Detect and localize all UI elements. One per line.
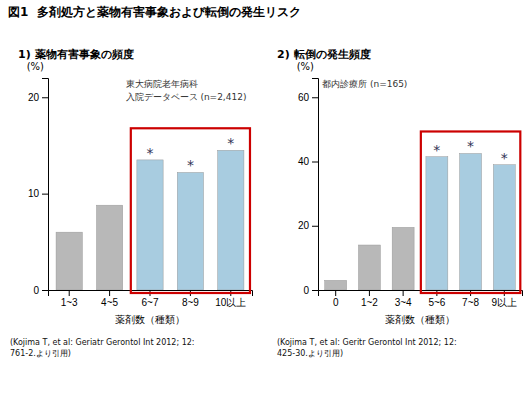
x-tick-mark xyxy=(403,290,404,296)
bar xyxy=(137,160,163,290)
source: (Kojima T, et al: Geriatr Gerontol Int 2… xyxy=(10,338,195,358)
subtitle: 1) 薬物有害事象の頻度 xyxy=(18,48,134,61)
y-axis-line xyxy=(312,79,319,291)
y-tick-mark xyxy=(42,290,48,291)
bar xyxy=(426,157,448,290)
x-tick-label: 3~4 xyxy=(395,297,412,308)
bar xyxy=(460,153,482,290)
y-tick-mark xyxy=(312,290,318,291)
y-tick: 60 xyxy=(298,92,318,103)
x-tick-label: 10以上 xyxy=(215,297,246,308)
x-tick-label: 4~5 xyxy=(101,297,118,308)
x-tick-label: 9以上 xyxy=(492,297,518,308)
bar xyxy=(177,172,203,290)
asterisk: * xyxy=(433,142,440,158)
y-axis: 0 20 40 60 xyxy=(298,79,319,296)
y-axis-line xyxy=(42,79,49,291)
x-tick-mark xyxy=(109,290,110,296)
y-axis-title: (%) xyxy=(297,61,314,72)
y-tick-label: 60 xyxy=(298,92,310,103)
source: (Kojima T, et al: Geritr Gerontol Int 20… xyxy=(277,338,457,358)
figure-title: 図1 多剤処方と薬物有害事象および転倒の発生リスク xyxy=(8,5,301,19)
x-tick: 3~4 xyxy=(395,290,412,308)
y-tick: 10 xyxy=(28,188,48,199)
bar xyxy=(493,165,515,290)
y-tick: 40 xyxy=(298,156,318,167)
bar xyxy=(96,205,122,290)
y-tick-label: 0 xyxy=(33,285,39,296)
highlight-box xyxy=(421,131,520,293)
bars xyxy=(56,150,244,290)
highlight-box xyxy=(131,128,250,293)
y-tick: 20 xyxy=(298,220,318,231)
x-tick: 1~2 xyxy=(361,290,378,308)
x-tick-label: 8~9 xyxy=(182,297,199,308)
bar xyxy=(358,245,380,290)
x-tick: 4~5 xyxy=(101,290,118,308)
y-tick-mark xyxy=(42,97,48,98)
x-tick-mark xyxy=(335,290,336,296)
bar xyxy=(392,227,414,290)
asterisk: * xyxy=(147,145,154,161)
x-axis-title: 薬剤数（種類） xyxy=(385,314,455,325)
annotation: 東大病院老年病科 xyxy=(126,79,198,89)
figure: 図1 多剤処方と薬物有害事象および転倒の発生リスク 1) 薬物有害事象の頻度 1~3… xyxy=(0,0,532,395)
x-tick-label: 7~8 xyxy=(462,297,479,308)
x-axis-title: 薬剤数（種類） xyxy=(115,314,185,325)
y-tick-label: 20 xyxy=(298,220,310,231)
subtitle: 2) 転倒の発生頻度 xyxy=(277,48,371,61)
y-tick-mark xyxy=(42,194,48,195)
y-tick-mark xyxy=(312,162,318,163)
x-tick-label: 1~3 xyxy=(61,297,78,308)
x-tick-label: 1~2 xyxy=(361,297,378,308)
bar xyxy=(325,280,347,290)
y-tick-mark xyxy=(312,97,318,98)
y-axis-title: (%) xyxy=(27,61,44,72)
asterisk: * xyxy=(187,157,194,173)
annotation: 都内診療所 (n=165) xyxy=(322,79,407,89)
asterisk: * xyxy=(467,138,474,154)
y-tick: 0 xyxy=(33,285,48,296)
y-tick-label: 40 xyxy=(298,156,310,167)
asterisk: * xyxy=(227,135,234,151)
x-tick-label: 5~6 xyxy=(428,297,445,308)
x-tick-mark xyxy=(369,290,370,296)
y-tick-label: 20 xyxy=(28,92,40,103)
annotation: 入院データベース (n=2,412) xyxy=(126,92,247,102)
y-axis: 0 10 20 xyxy=(28,79,49,296)
y-tick-label: 10 xyxy=(28,188,40,199)
y-tick-label: 0 xyxy=(303,285,309,296)
x-tick-label: 6~7 xyxy=(142,297,159,308)
chart: 2) 転倒の発生頻度 0 1~2 3~4 5~6 7~8 9以上 0 20 40 60 薬剤数（種類）… xyxy=(277,48,523,358)
bar xyxy=(56,232,82,290)
x-tick-label: 0 xyxy=(333,297,339,308)
x-tick: 0 xyxy=(333,290,339,308)
x-tick: 1~3 xyxy=(61,290,78,308)
asterisk: * xyxy=(501,150,508,166)
chart: 1) 薬物有害事象の頻度 1~3 4~5 6~7 8~9 10以上 0 10 20 薬剤数（種類）… xyxy=(10,48,253,358)
y-tick-mark xyxy=(312,226,318,227)
y-tick: 0 xyxy=(303,285,318,296)
bar xyxy=(218,150,244,290)
x-tick-mark xyxy=(69,290,70,296)
y-tick: 20 xyxy=(28,92,48,103)
